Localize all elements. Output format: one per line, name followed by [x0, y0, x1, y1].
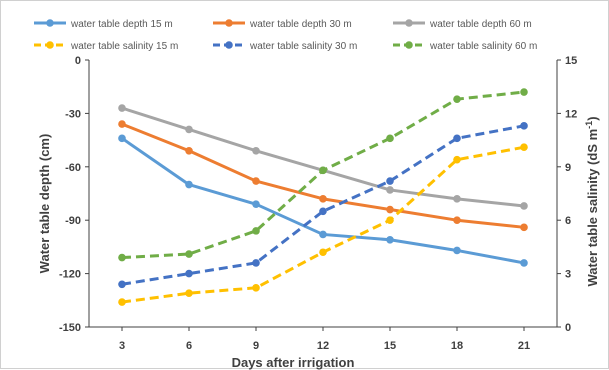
axes: 0 -30 -60 -90 -120 -150 15 12 9 6 3 0 3 6 9 12 15 18 21 — [59, 55, 577, 352]
legend-item: water table salinity 60 m — [393, 41, 537, 52]
series-2 — [118, 120, 528, 232]
legend-marker — [225, 19, 233, 27]
x-tick-label: 15 — [384, 340, 396, 352]
series-5 — [118, 122, 528, 289]
legend-item: water table salinity 15 m — [34, 41, 178, 52]
data-point — [118, 253, 126, 262]
data-point — [252, 177, 260, 185]
y2-tick-label: 15 — [565, 55, 577, 67]
y-tick-label: -90 — [65, 215, 81, 227]
data-point — [252, 284, 260, 292]
data-point — [453, 155, 461, 164]
data-point — [453, 216, 461, 224]
data-point — [520, 143, 528, 152]
data-point — [520, 202, 528, 210]
data-point — [185, 180, 193, 189]
data-point — [118, 280, 126, 289]
data-point — [520, 88, 528, 96]
y2-tick-label: 6 — [565, 215, 571, 227]
legend: water table depth 15 m water table depth … — [34, 19, 537, 52]
legend-marker — [405, 41, 413, 49]
legend-item: water table salinity 30 m — [213, 41, 357, 52]
x-tick-label: 9 — [253, 340, 259, 352]
data-point — [185, 125, 193, 134]
y2-tick-label: 9 — [565, 162, 571, 174]
legend-marker — [405, 19, 413, 27]
data-point — [252, 227, 260, 235]
x-tick-label: 6 — [186, 340, 192, 352]
legend-item: water table depth 60 m — [393, 19, 532, 30]
y2-axis-title-prefix: Water table salinity (dS m — [585, 129, 600, 287]
data-point — [386, 177, 394, 185]
y-axis-title: Water table depth (cm) — [37, 134, 52, 274]
data-point — [185, 269, 193, 278]
y-tick-label: -30 — [65, 108, 81, 120]
data-point — [386, 205, 394, 214]
data-point — [185, 289, 193, 297]
data-point — [118, 120, 126, 128]
data-point — [386, 186, 394, 194]
y-tick-label: -60 — [65, 162, 81, 174]
data-point — [252, 146, 260, 155]
x-axis-title: Days after irrigation — [232, 355, 355, 370]
data-point — [386, 134, 394, 143]
x-tick-label: 3 — [119, 340, 125, 352]
y2-axis-title-suffix: ) — [585, 116, 600, 120]
y-tick-label: -120 — [59, 269, 81, 281]
data-point — [319, 195, 327, 203]
data-point — [453, 195, 461, 203]
legend-label: water table salinity 30 m — [249, 41, 357, 52]
data-point — [386, 216, 394, 224]
series-1 — [118, 134, 528, 267]
data-point — [319, 230, 327, 239]
y-tick-label: 0 — [75, 55, 81, 67]
y2-tick-label: 3 — [565, 269, 571, 281]
data-point — [252, 259, 260, 267]
data-point — [453, 95, 461, 103]
data-point — [520, 223, 528, 232]
data-point — [520, 122, 528, 130]
y2-tick-label: 0 — [565, 322, 571, 334]
data-point — [118, 298, 126, 306]
y2-axis-title: Water table salinity (dS m-1) — [584, 116, 600, 286]
legend-label: water table depth 15 m — [70, 19, 173, 30]
x-tick-label: 18 — [451, 340, 463, 352]
y2-tick-label: 12 — [565, 108, 577, 120]
legend-label: water table salinity 60 m — [429, 41, 537, 52]
y2-axis-title-sup: -1 — [584, 121, 594, 129]
series-4 — [118, 143, 528, 306]
data-point — [520, 259, 528, 267]
data-point — [118, 104, 126, 112]
legend-marker — [46, 19, 54, 27]
legend-item: water table depth 30 m — [213, 19, 352, 30]
data-point — [319, 248, 327, 257]
legend-marker — [46, 41, 54, 49]
legend-item: water table depth 15 m — [34, 19, 173, 30]
series-6 — [118, 88, 528, 262]
legend-label: water table depth 30 m — [249, 19, 352, 30]
data-point — [185, 146, 193, 155]
x-tick-label: 12 — [317, 340, 329, 352]
data-point — [386, 235, 394, 244]
legend-label: water table depth 60 m — [429, 19, 532, 30]
data-point — [453, 134, 461, 143]
legend-label: water table salinity 15 m — [70, 41, 178, 52]
data-point — [252, 200, 260, 208]
legend-marker — [225, 41, 233, 49]
data-point — [319, 166, 327, 175]
data-point — [319, 207, 327, 216]
data-point — [118, 134, 126, 143]
data-point — [185, 250, 193, 258]
x-tick-label: 21 — [518, 340, 530, 352]
series-layer — [118, 88, 528, 306]
y-tick-label: -150 — [59, 322, 81, 334]
data-point — [453, 246, 461, 255]
